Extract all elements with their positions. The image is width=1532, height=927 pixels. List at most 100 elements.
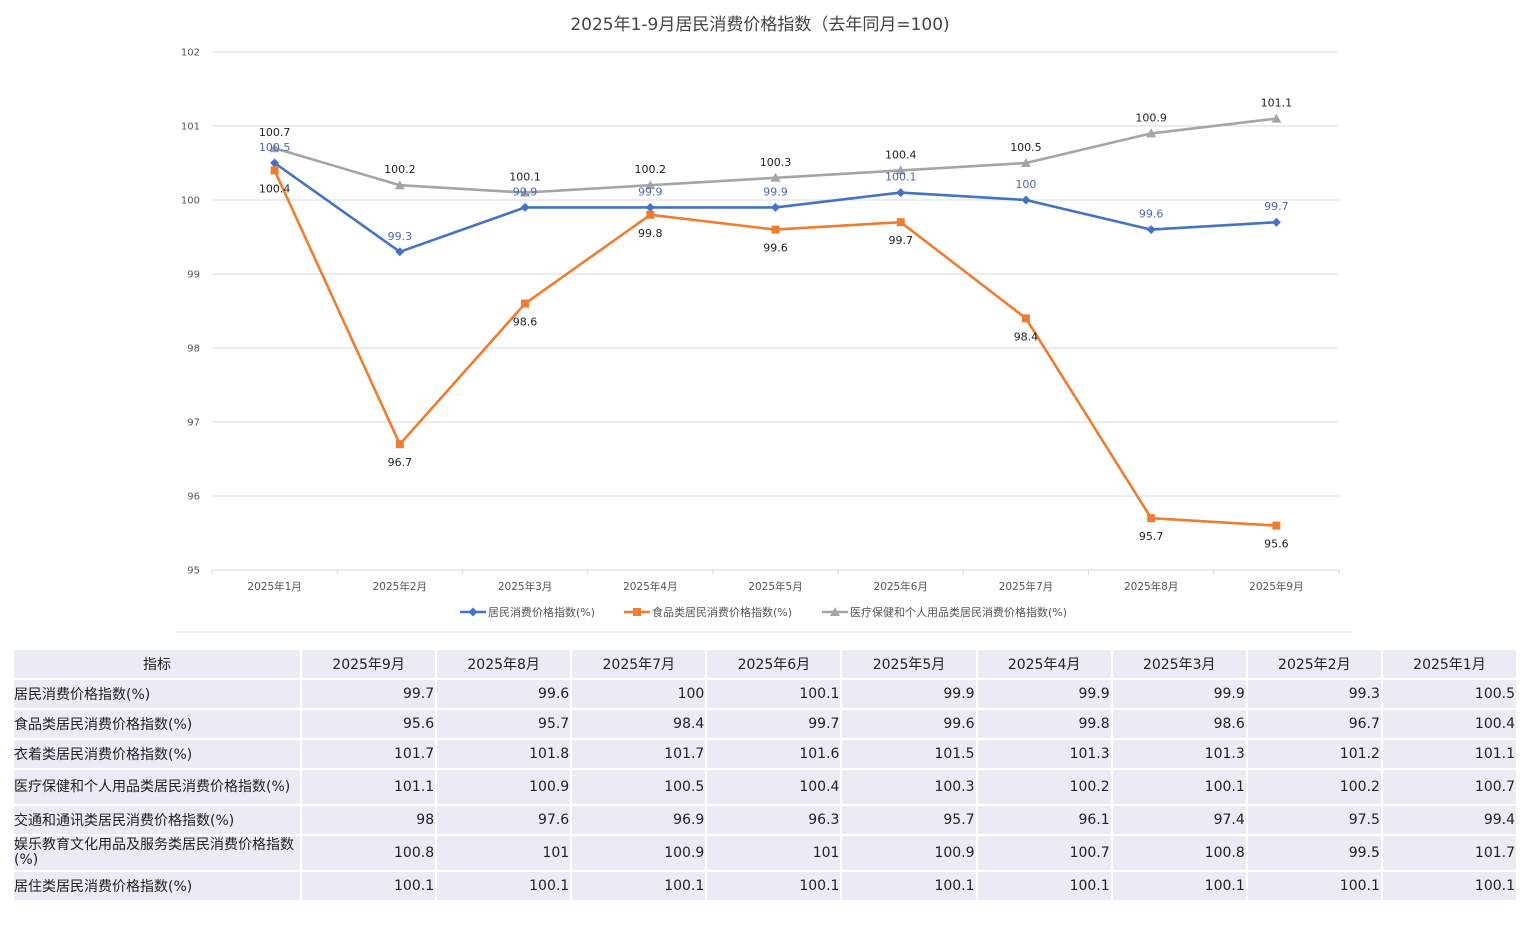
y-tick-label: 97	[187, 418, 200, 429]
data-label: 99.9	[513, 185, 538, 198]
table-cell: 98.4	[572, 710, 706, 738]
table-cell: 99.4	[1382, 806, 1516, 834]
data-table: 指标 2025年9月 2025年8月 2025年7月 2025年6月 2025年5月 202…	[12, 648, 1518, 902]
x-tick-label: 2025年5月	[748, 580, 802, 593]
table-row-label: 交通和通讯类居民消费价格指数(%)	[14, 806, 300, 834]
x-axis: 2025年1月 2025年2月 2025年3月 2025年4月 2025年5月 2025年…	[211, 570, 1340, 593]
table-row-label: 衣着类居民消费价格指数(%)	[14, 740, 300, 768]
series-layer	[269, 113, 1282, 530]
y-tick-label: 102	[181, 48, 200, 59]
data-point-marker	[896, 188, 906, 198]
data-label: 100	[1015, 178, 1036, 191]
data-point-marker	[771, 225, 780, 234]
x-tick-label: 2025年2月	[373, 580, 427, 593]
data-point-marker	[1271, 217, 1281, 227]
data-label: 100.3	[760, 156, 792, 169]
table-cell: 95.6	[302, 710, 436, 738]
data-label: 95.6	[1264, 538, 1289, 551]
data-label: 99.9	[638, 185, 663, 198]
table-row: 娱乐教育文化用品及服务类居民消费价格指数(%) 100.8 101 100.9 101 1…	[14, 836, 1516, 870]
table-row-label: 医疗保健和个人用品类居民消费价格指数(%)	[14, 770, 300, 804]
x-tick-label: 2025年3月	[498, 580, 552, 593]
data-point-marker	[521, 299, 530, 308]
data-point-marker	[896, 218, 905, 227]
x-tick-label: 2025年8月	[1124, 580, 1178, 593]
table-cell: 100.5	[1382, 680, 1516, 708]
data-label: 96.7	[388, 456, 413, 469]
data-label: 95.7	[1139, 530, 1164, 543]
y-tick-label: 99	[187, 270, 200, 281]
data-label: 99.6	[763, 242, 788, 255]
table-cell: 101.2	[1247, 740, 1381, 768]
grid-lines: 95 96 97 98 99 100 101 102	[181, 48, 1339, 577]
table-cell: 96.7	[1247, 710, 1381, 738]
table-row: 食品类居民消费价格指数(%) 95.6 95.7 98.4 99.7 99.6 99.8 98…	[14, 710, 1516, 738]
table-cell: 100.8	[1112, 836, 1246, 870]
legend-swatch-marker	[633, 608, 641, 616]
legend-label: 医疗保健和个人用品类居民消费价格指数(%)	[850, 605, 1067, 619]
table-cell: 100	[572, 680, 706, 708]
table-cell: 100.1	[1382, 872, 1516, 900]
data-label: 99.7	[1264, 200, 1289, 213]
data-label: 99.9	[763, 185, 788, 198]
table-cell: 100.1	[302, 872, 436, 900]
table-cell: 100.7	[977, 836, 1111, 870]
table-cell: 99.6	[842, 710, 976, 738]
table-cell: 100.1	[707, 680, 841, 708]
data-label: 99.6	[1139, 208, 1164, 221]
table-cell: 99.6	[437, 680, 571, 708]
data-label: 100.9	[1135, 111, 1167, 124]
x-tick-label: 2025年7月	[999, 580, 1053, 593]
table-cell: 100.1	[977, 872, 1111, 900]
table-cell: 101	[707, 836, 841, 870]
data-label: 101.1	[1261, 97, 1293, 110]
table-cell: 95.7	[437, 710, 571, 738]
table-header-cell: 2025年1月	[1382, 650, 1516, 678]
data-label: 100.2	[384, 163, 416, 176]
data-point-marker	[771, 202, 780, 212]
data-point-marker	[645, 202, 655, 212]
table-cell: 100.1	[1112, 770, 1246, 804]
legend-label: 食品类居民消费价格指数(%)	[652, 605, 792, 619]
table-cell: 101.3	[977, 740, 1111, 768]
table-cell: 100.1	[842, 872, 976, 900]
data-point-marker	[645, 180, 656, 190]
y-tick-label: 95	[187, 566, 200, 577]
table-cell: 100.9	[437, 770, 571, 804]
table-row: 交通和通讯类居民消费价格指数(%) 98 97.6 96.9 96.3 95.7 96.1 9…	[14, 806, 1516, 834]
data-point-marker	[1147, 514, 1156, 523]
chart-title: 2025年1-9月居民消费价格指数（去年同月=100)	[570, 15, 949, 35]
table-header-cell: 2025年4月	[977, 650, 1111, 678]
table-cell: 101.1	[302, 770, 436, 804]
table-header-cell: 2025年3月	[1112, 650, 1246, 678]
data-label: 100.5	[259, 141, 291, 154]
data-point-marker	[1021, 195, 1031, 205]
table-header-cell: 2025年7月	[572, 650, 706, 678]
table-cell: 101.1	[1382, 740, 1516, 768]
data-point-marker	[1146, 128, 1157, 138]
data-label: 100.7	[259, 126, 291, 139]
data-point-marker	[270, 158, 280, 168]
table-header-cell: 2025年5月	[842, 650, 976, 678]
table-cell: 99.8	[977, 710, 1111, 738]
legend-swatch-marker	[468, 607, 478, 617]
legend-swatch-marker	[830, 607, 840, 616]
data-point-marker	[1271, 113, 1282, 123]
table-cell: 101.5	[842, 740, 976, 768]
table-cell: 95.7	[842, 806, 976, 834]
table-header-row: 指标 2025年9月 2025年8月 2025年7月 2025年6月 2025年5月 202…	[14, 650, 1516, 678]
data-label: 100.1	[509, 171, 541, 184]
table-cell: 100.7	[1382, 770, 1516, 804]
data-point-marker	[270, 166, 279, 175]
data-label: 99.3	[388, 230, 413, 243]
table-cell: 99.7	[302, 680, 436, 708]
table-cell: 100.1	[572, 872, 706, 900]
table-cell: 96.1	[977, 806, 1111, 834]
table-cell: 101.7	[302, 740, 436, 768]
x-tick-label: 2025年1月	[247, 580, 301, 593]
table-header-cell: 2025年9月	[302, 650, 436, 678]
y-tick-label: 100	[181, 196, 200, 207]
table-row: 居住类居民消费价格指数(%) 100.1 100.1 100.1 100.1 100.1 1…	[14, 872, 1516, 900]
data-label: 98.4	[1014, 330, 1039, 343]
y-tick-label: 98	[187, 344, 200, 355]
